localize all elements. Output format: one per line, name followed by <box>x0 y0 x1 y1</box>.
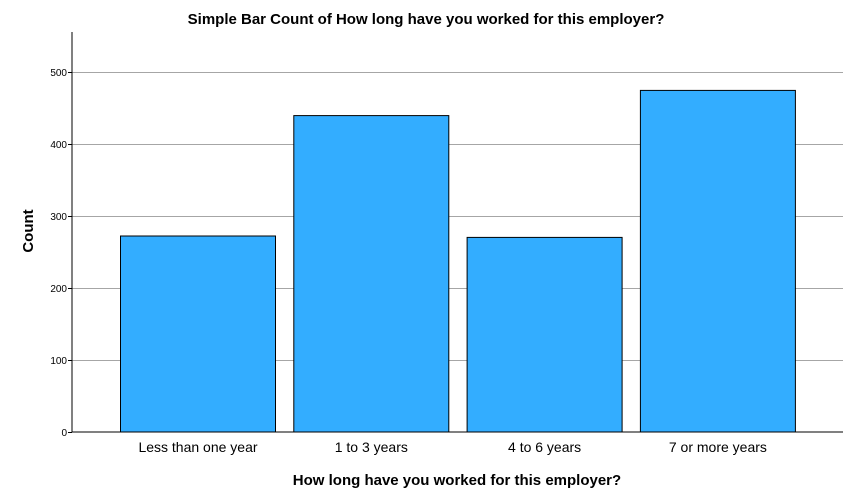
bar-4-to-6-years <box>466 236 623 433</box>
y-tick-label: 200 <box>50 284 67 295</box>
x-axis-title: How long have you worked for this employ… <box>293 472 621 489</box>
y-axis-ticks: 0 100 200 300 400 500 <box>50 68 72 439</box>
x-tick-label: Less than one year <box>138 439 257 455</box>
y-tick-label: 300 <box>50 212 67 223</box>
x-tick-label: 4 to 6 years <box>508 439 581 455</box>
bars <box>120 89 796 433</box>
bar-1-to-3-years <box>293 115 450 433</box>
bar-7-or-more-years <box>639 89 796 433</box>
chart-title: Simple Bar Count of How long have you wo… <box>188 11 665 28</box>
y-tick-label: 100 <box>50 356 67 367</box>
y-tick-label: 500 <box>50 68 67 79</box>
bar-less-than-one-year <box>120 235 276 433</box>
x-tick-label: 1 to 3 years <box>335 439 408 455</box>
y-tick-label: 400 <box>50 140 67 151</box>
y-axis-title: Count <box>20 209 37 252</box>
x-axis-ticks: Less than one year 1 to 3 years 4 to 6 yea… <box>138 439 766 455</box>
y-tick-label: 0 <box>61 428 67 439</box>
x-tick-label: 7 or more years <box>669 439 767 455</box>
